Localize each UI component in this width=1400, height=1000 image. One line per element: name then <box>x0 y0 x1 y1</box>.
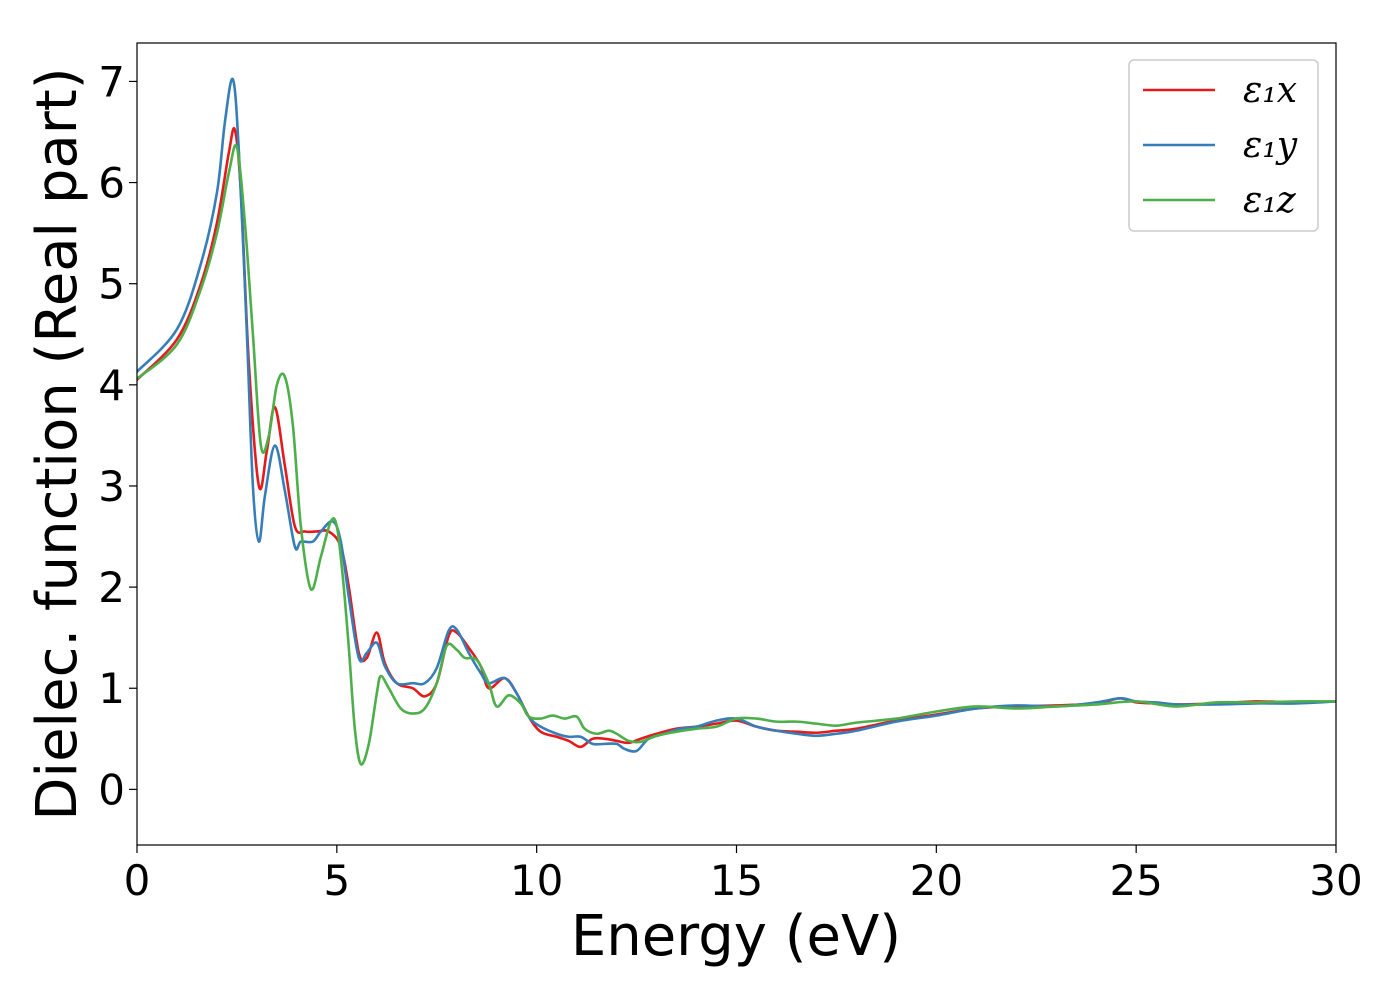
legend: ε₁x ε₁y ε₁z <box>1128 59 1319 232</box>
x-tick-label: 5 <box>323 856 350 905</box>
y-tick-label: 7 <box>98 57 125 106</box>
legend-label-2: ε₁y <box>1243 125 1298 166</box>
x-tick-label: 15 <box>710 856 763 905</box>
x-tick-label: 30 <box>1309 856 1362 905</box>
x-axis-ticks: 0 5 10 15 20 25 30 <box>124 845 1363 905</box>
y-tick-label: 3 <box>98 462 125 511</box>
y-axis-title: Dielec. function (Real part) <box>25 67 90 820</box>
y-tick-label: 2 <box>98 563 125 612</box>
series-layer <box>137 77 1336 766</box>
legend-label-1: ε₁x <box>1243 70 1297 111</box>
series-line-2 <box>137 77 1336 753</box>
y-axis-ticks: 0 1 2 3 4 5 6 7 <box>98 57 137 814</box>
y-tick-label: 1 <box>98 664 125 713</box>
series-line-3 <box>137 143 1336 766</box>
x-tick-label: 0 <box>124 856 151 905</box>
y-tick-label: 4 <box>98 361 125 410</box>
y-tick-label: 5 <box>98 260 125 309</box>
legend-box <box>1128 59 1319 232</box>
legend-label-3: ε₁z <box>1243 180 1297 221</box>
x-tick-label: 10 <box>510 856 563 905</box>
x-tick-label: 20 <box>910 856 963 905</box>
y-tick-label: 6 <box>98 159 125 208</box>
x-axis-title: Energy (eV) <box>571 904 901 969</box>
x-tick-label: 25 <box>1109 856 1162 905</box>
y-tick-label: 0 <box>98 765 125 814</box>
